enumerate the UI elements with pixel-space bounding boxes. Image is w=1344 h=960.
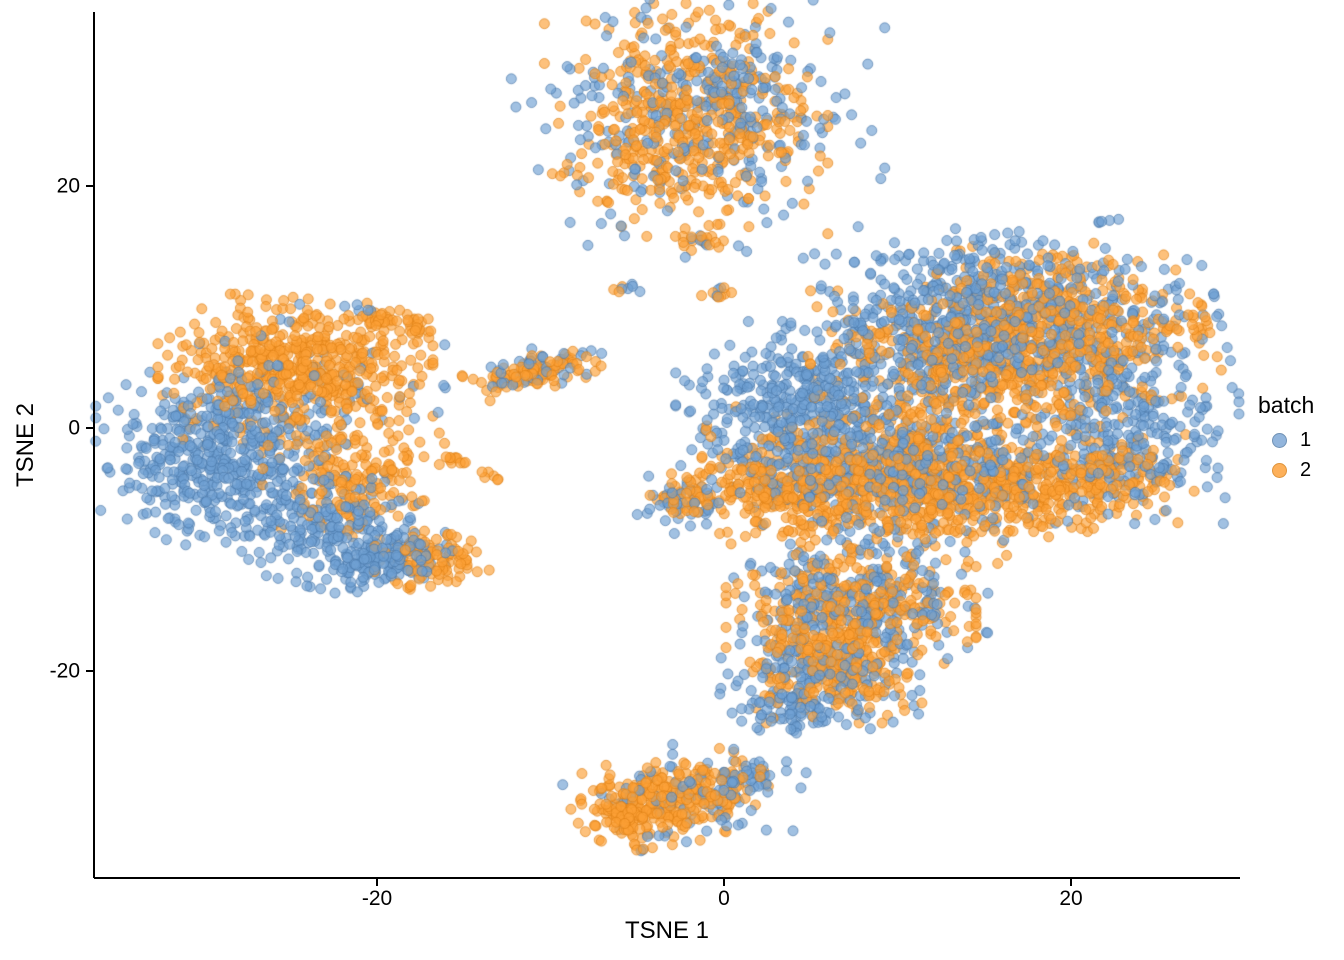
y-tick-label: -20 <box>49 659 80 683</box>
x-tick-label: -20 <box>361 887 393 910</box>
legend-swatch-batch1-icon <box>1272 433 1287 448</box>
y-axis-title: TSNE 2 <box>12 402 39 488</box>
x-axis-title: TSNE 1 <box>624 917 710 944</box>
legend-entry-batch2: 2 <box>1272 459 1314 482</box>
legend-swatch-batch2-icon <box>1272 463 1287 478</box>
legend-label-batch2: 2 <box>1300 459 1312 481</box>
legend-title: batch <box>1258 392 1315 418</box>
legend: batch 1 2 <box>1258 392 1314 482</box>
legend-label-batch1: 1 <box>1300 429 1312 451</box>
x-tick-label: 0 <box>718 887 730 910</box>
legend-entry-batch1: 1 <box>1272 429 1314 452</box>
y-tick-label: 0 <box>68 416 80 440</box>
y-tick-label: 20 <box>56 174 80 198</box>
x-tick-label: 20 <box>1059 887 1083 910</box>
